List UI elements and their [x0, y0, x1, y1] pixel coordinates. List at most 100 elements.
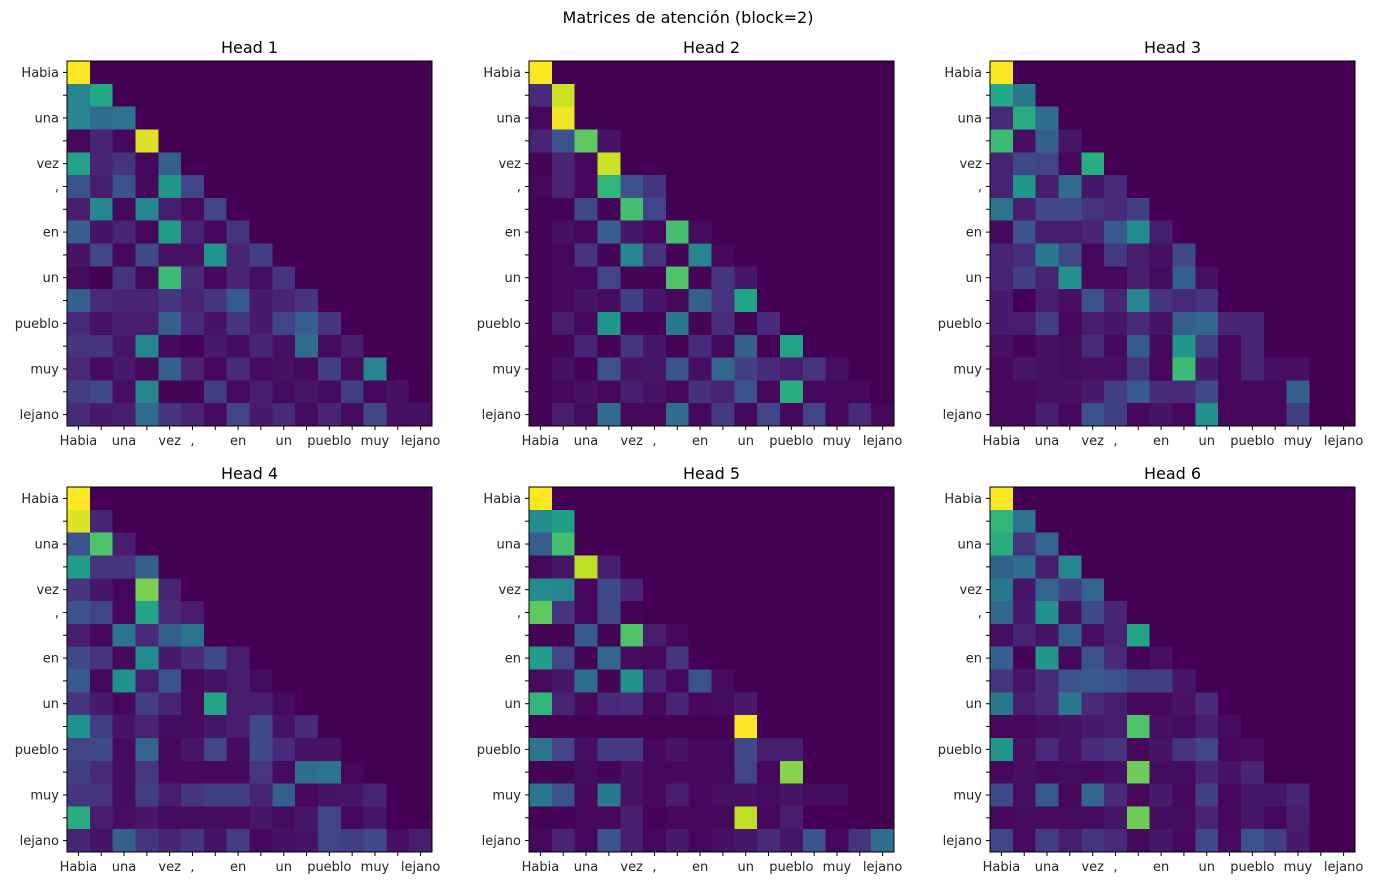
heatmap-cell: [158, 311, 182, 336]
heatmap-cell: [317, 623, 342, 648]
heatmap-cell: [757, 220, 781, 245]
heatmap-cell: [181, 129, 205, 153]
heatmap-cell: [990, 829, 1014, 853]
heatmap-cell: [1195, 243, 1219, 267]
heatmap-cell: [1126, 380, 1151, 404]
heatmap-cell: [1240, 532, 1265, 557]
heatmap-cell: [67, 380, 91, 404]
heatmap-cell: [665, 220, 690, 245]
heatmap-cell: [711, 380, 735, 404]
heatmap-cell: [802, 783, 827, 807]
heatmap-cell: [1126, 83, 1151, 108]
heatmap-cell: [158, 806, 182, 830]
heatmap-cell: [1172, 129, 1196, 153]
y-tick-label: Habia: [944, 492, 982, 507]
heatmap-cell: [386, 380, 410, 404]
heatmap-cell: [112, 783, 137, 807]
heatmap-cell: [1240, 646, 1265, 671]
heatmap-cell: [340, 692, 365, 716]
heatmap-cell: [386, 220, 410, 245]
x-tick-label: una: [574, 434, 598, 449]
heatmap-cell: [574, 737, 599, 762]
heatmap-cell: [825, 175, 849, 199]
heatmap-head-3: Head 3HabiaHabiaunaunavezvez,,enenununpu…: [938, 38, 1364, 449]
heatmap-cell: [643, 61, 667, 85]
heatmap-cell: [574, 403, 599, 427]
heatmap-cell: [620, 175, 644, 199]
heatmap-cell: [688, 646, 713, 671]
heatmap-cell: [990, 61, 1014, 85]
y-tick-label: en: [505, 226, 521, 241]
heatmap-cell: [620, 289, 644, 313]
heatmap-cell: [1286, 737, 1310, 762]
heatmap-cell: [711, 692, 735, 716]
heatmap-cell: [1195, 61, 1219, 85]
y-tick-label: muy: [30, 362, 59, 377]
heatmap-cell: [1263, 266, 1288, 290]
heatmap-cell: [825, 829, 849, 853]
heatmap-cell: [802, 197, 827, 222]
heatmap-cell: [1081, 175, 1105, 199]
y-tick-label: muy: [492, 788, 521, 803]
heatmap-head-2: Head 2HabiaHabiaunaunavezvez,,enenununpu…: [477, 38, 903, 449]
heatmap-cell: [181, 829, 205, 853]
heatmap-cell: [551, 487, 576, 511]
heatmap-cell: [1309, 266, 1333, 290]
heatmap-cell: [643, 783, 667, 807]
heatmap-cell: [597, 806, 621, 830]
heatmap-cell: [1058, 334, 1082, 359]
heatmap-cell: [990, 578, 1014, 602]
x-tick-label: lejano: [863, 434, 902, 449]
heatmap-cell: [1309, 715, 1333, 739]
heatmap-cell: [363, 357, 387, 381]
heatmap-cell: [340, 197, 365, 222]
heatmap-cell: [711, 289, 735, 313]
heatmap-cell: [1126, 220, 1151, 245]
heatmap-cell: [67, 266, 91, 290]
x-tick-label: ,: [1113, 434, 1117, 449]
heatmap-cell: [1195, 129, 1219, 153]
heatmap-cell: [1126, 357, 1151, 381]
heatmap-cell: [1149, 623, 1174, 648]
heatmap-cell: [112, 555, 137, 579]
heatmap-cell: [1172, 829, 1196, 853]
heatmap-cell: [226, 289, 251, 313]
heatmap-cell: [158, 509, 182, 534]
heatmap-cell: [409, 509, 433, 534]
y-tick-label: un: [966, 271, 982, 286]
heatmap-cell: [112, 829, 137, 853]
heatmap-cell: [620, 509, 644, 534]
heatmap-cell: [1332, 601, 1356, 625]
heatmap-cell: [67, 806, 91, 830]
y-tick-label: Habia: [21, 66, 59, 81]
heatmap-cell: [317, 487, 342, 511]
heatmap-cell: [1332, 357, 1356, 381]
heatmap-cell: [574, 692, 599, 716]
heatmap-cell: [665, 197, 690, 222]
heatmap-cell: [67, 129, 91, 153]
x-tick-label: en: [692, 434, 708, 449]
heatmap-cell: [990, 509, 1014, 534]
x-tick-label: ,: [190, 860, 194, 875]
heatmap-cell: [386, 532, 410, 557]
heatmap-cell: [249, 175, 273, 199]
heatmap-cell: [295, 601, 319, 625]
heatmap-cell: [779, 266, 804, 290]
heatmap-cell: [734, 806, 758, 830]
heatmap-cell: [1263, 334, 1288, 359]
heatmap-cell: [757, 509, 781, 534]
heatmap-cell: [67, 311, 91, 336]
heatmap-cell: [871, 806, 895, 830]
heatmap-cell: [226, 737, 251, 762]
heatmap-cell: [1332, 243, 1356, 267]
heatmap-cell: [317, 220, 342, 245]
heatmap-cell: [1058, 509, 1082, 534]
heatmap-cell: [1149, 289, 1174, 313]
heatmap-cell: [409, 61, 433, 85]
heatmap-cell: [272, 487, 296, 511]
heatmap-cell: [317, 555, 342, 579]
heatmap-cell: [1263, 715, 1288, 739]
heatmap-cell: [386, 197, 410, 222]
heatmap-cell: [67, 509, 91, 534]
heatmap-cell: [757, 760, 781, 785]
